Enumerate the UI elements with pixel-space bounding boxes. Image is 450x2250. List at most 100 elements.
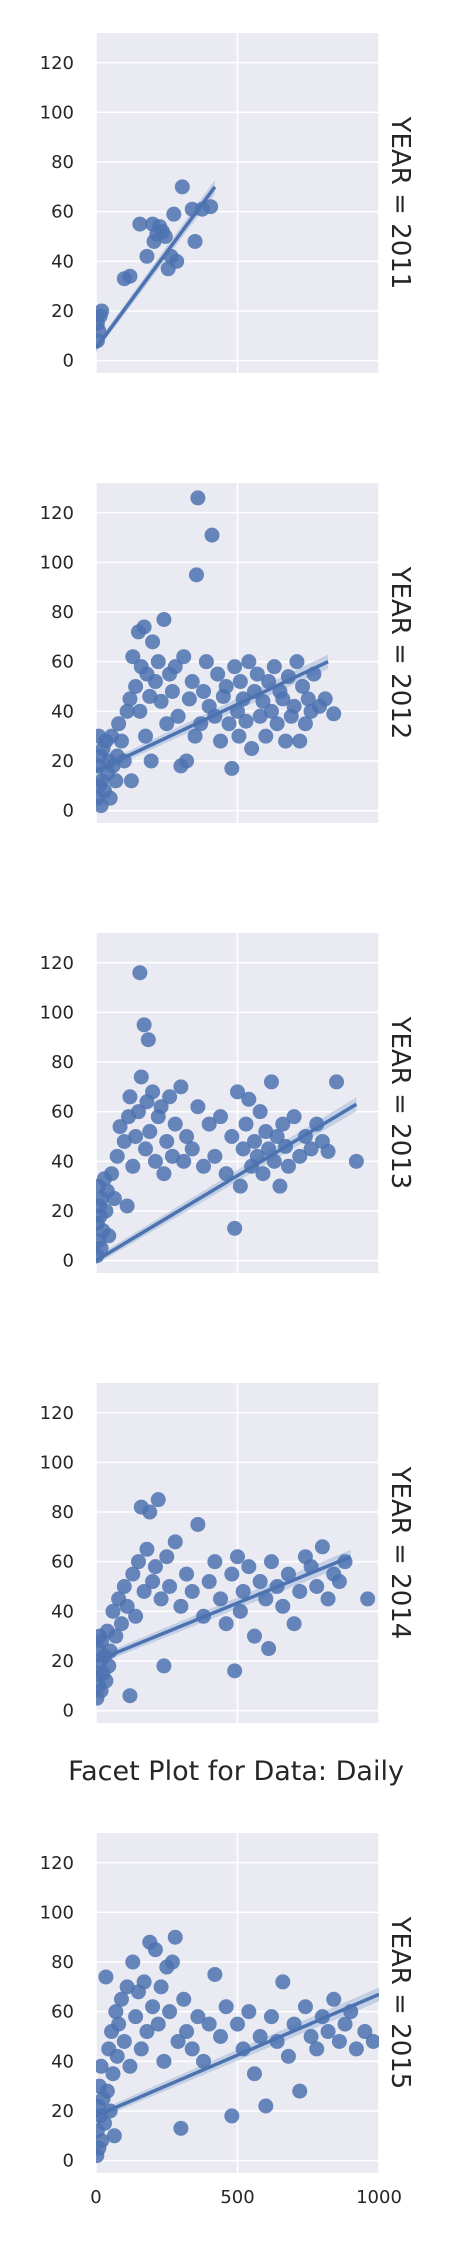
data-point	[153, 693, 169, 709]
data-point	[105, 1603, 121, 1619]
y-tick-label: 60	[51, 1552, 74, 1573]
data-point	[258, 728, 274, 744]
y-tick-label: 20	[51, 1651, 74, 1672]
data-point	[258, 1591, 274, 1607]
data-point	[179, 753, 195, 769]
data-point	[196, 683, 212, 699]
data-point	[348, 2041, 364, 2057]
data-point	[102, 790, 118, 806]
data-point	[136, 1974, 152, 1990]
data-point	[266, 659, 282, 675]
data-point	[263, 1554, 279, 1570]
data-point	[320, 1143, 336, 1159]
y-tick-label: 80	[51, 1952, 74, 1973]
data-point	[136, 1017, 152, 1033]
facet-marks	[96, 965, 364, 1265]
data-point	[156, 2053, 172, 2069]
y-tick-label: 80	[51, 152, 74, 173]
data-point	[109, 1148, 125, 1164]
data-point	[169, 253, 185, 269]
data-point	[122, 1089, 138, 1105]
data-point	[241, 1559, 257, 1575]
y-tick-label: 120	[40, 1403, 74, 1424]
facet-label: YEAR = 2011	[385, 116, 415, 290]
data-point	[289, 654, 305, 670]
data-point	[357, 2024, 373, 2040]
y-tick-label: 80	[51, 602, 74, 623]
data-point	[230, 1549, 245, 1565]
data-point	[132, 965, 148, 981]
data-point	[162, 2004, 178, 2020]
data-point	[280, 2048, 296, 2064]
data-point	[246, 1628, 262, 1644]
data-point	[162, 1089, 178, 1105]
data-point	[179, 1129, 195, 1145]
data-point	[138, 1141, 154, 1157]
data-point	[147, 1153, 163, 1169]
data-point	[130, 1104, 146, 1120]
data-point	[145, 1999, 161, 2015]
data-point	[258, 1124, 274, 1140]
data-point	[170, 708, 186, 724]
data-point	[156, 611, 172, 627]
data-point	[179, 1566, 195, 1582]
facet-label: YEAR = 2015	[385, 1916, 415, 2090]
y-tick-label: 40	[51, 251, 74, 272]
data-point	[111, 2016, 127, 2032]
data-point	[96, 1240, 109, 1256]
regression-line	[96, 1992, 379, 2118]
y-tick-label: 40	[51, 2051, 74, 2072]
data-point	[108, 1628, 124, 1644]
data-point	[98, 1969, 114, 1985]
data-point	[96, 315, 105, 331]
data-point	[213, 1591, 229, 1607]
data-point	[224, 760, 240, 776]
data-point	[128, 2009, 144, 2025]
data-point	[145, 634, 161, 650]
data-point	[286, 1109, 302, 1125]
regression-line	[96, 1102, 358, 1263]
data-point	[320, 2024, 336, 2040]
x-tick-label: 1000	[356, 2187, 402, 2208]
y-tick-label: 120	[40, 953, 74, 974]
data-point	[173, 1079, 189, 1095]
data-point	[269, 716, 285, 732]
data-point	[190, 490, 206, 506]
regression-line	[96, 185, 217, 350]
data-point	[190, 2009, 206, 2025]
data-point	[238, 1116, 254, 1132]
data-point	[241, 2004, 257, 2020]
data-point	[329, 1074, 345, 1090]
data-point	[108, 2004, 124, 2020]
data-point	[122, 691, 138, 707]
data-point	[221, 716, 237, 732]
y-tick-label: 60	[51, 2002, 74, 2023]
data-point	[196, 1158, 212, 1174]
data-point	[297, 1999, 313, 2015]
data-point	[314, 1539, 330, 1555]
data-point	[365, 2033, 379, 2049]
data-point	[145, 1574, 161, 1590]
data-point	[150, 654, 166, 670]
y-tick-label: 0	[63, 1701, 74, 1722]
data-point	[113, 1991, 129, 2007]
y-tick-label: 60	[51, 652, 74, 673]
y-tick-label: 80	[51, 1052, 74, 1073]
data-point	[295, 679, 311, 695]
data-point	[170, 2033, 186, 2049]
data-point	[320, 1591, 336, 1607]
data-point	[96, 303, 110, 319]
data-point	[106, 2128, 122, 2144]
data-point	[224, 1129, 240, 1145]
data-point	[132, 703, 148, 719]
data-point	[263, 703, 279, 719]
y-tick-label: 40	[51, 701, 74, 722]
y-tick-label: 40	[51, 1151, 74, 1172]
data-point	[246, 2066, 262, 2082]
data-point	[123, 773, 139, 789]
data-point	[331, 1574, 347, 1590]
data-point	[292, 1583, 308, 1599]
regression-line	[96, 1555, 352, 1663]
data-point	[138, 728, 154, 744]
